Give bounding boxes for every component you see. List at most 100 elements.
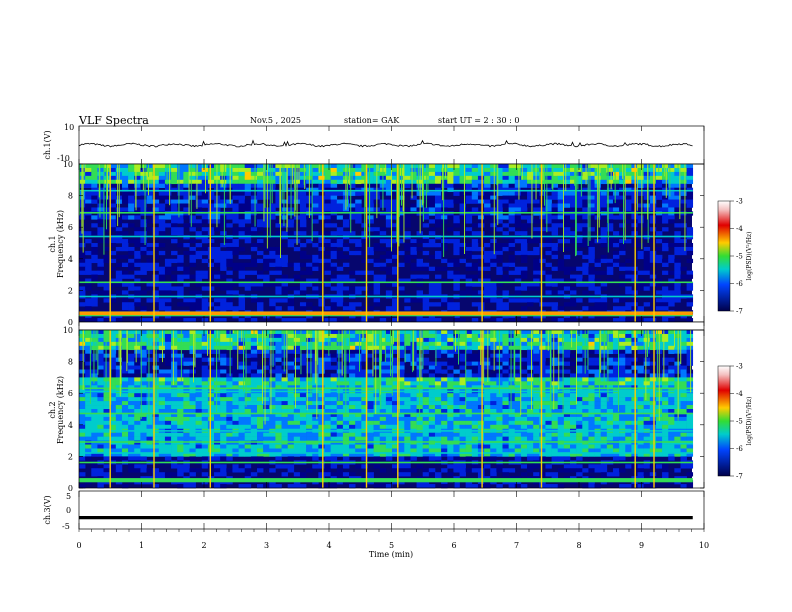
sferic-streak	[399, 164, 400, 217]
spectrogram-cell	[250, 345, 258, 351]
spectrogram-cell	[545, 397, 552, 402]
spectrogram-cell	[637, 215, 644, 220]
spectrogram-cell	[207, 227, 215, 232]
spectrogram-cell	[115, 416, 123, 422]
spectrogram-cell	[183, 397, 190, 402]
spectrogram-cell	[349, 191, 356, 196]
spectrogram-cell	[527, 365, 534, 370]
sferic-streak	[574, 164, 576, 186]
spectrogram-cell	[447, 302, 454, 307]
spectrogram-cell	[134, 250, 141, 256]
spectrogram-cell	[441, 191, 448, 196]
spectrogram-cell	[662, 270, 669, 275]
spectrogram-cell	[410, 401, 417, 406]
spectrogram-cell	[545, 353, 552, 358]
spectrogram-cell	[324, 377, 331, 382]
spectrogram-cell	[680, 203, 687, 208]
spectrogram-cell	[477, 164, 485, 169]
spectrogram-cell	[312, 231, 319, 236]
spectrogram-cell	[299, 318, 307, 323]
spectrogram-cell	[422, 302, 430, 307]
spectrogram-cell	[164, 341, 172, 347]
sferic-streak	[402, 164, 404, 212]
spectrogram-cell	[557, 191, 565, 196]
spectrogram-cell	[263, 278, 270, 283]
spectrogram-cell	[557, 164, 565, 169]
spectrogram-cell	[318, 298, 325, 303]
spectrogram-cell	[680, 187, 687, 192]
spectrogram-cell	[312, 175, 319, 181]
spectrogram-cell	[121, 302, 129, 307]
spectrogram-cell	[349, 345, 356, 351]
spectrogram-cell	[447, 239, 454, 244]
spectrogram-cell	[545, 246, 552, 252]
spectrogram-cell	[582, 290, 589, 295]
spectrogram-cell	[85, 282, 92, 287]
spectrogram-cell	[459, 290, 466, 295]
spectrogram-cell	[263, 179, 270, 185]
spectrogram-cell	[207, 337, 215, 343]
spectrogram-cell	[250, 243, 258, 248]
spectrogram-cell	[281, 341, 288, 347]
spectrogram-cell	[502, 278, 509, 283]
spectrogram-cell	[318, 266, 325, 271]
spectrogram-cell	[330, 302, 338, 307]
spectrogram-cell	[177, 373, 184, 378]
spectrogram-cell	[662, 412, 669, 418]
spectrogram-cell	[392, 207, 399, 212]
spectrogram-cell	[477, 373, 485, 378]
spectrogram-cell	[545, 365, 552, 370]
spectrogram-cell	[342, 302, 350, 307]
spectrogram-cell	[207, 412, 215, 418]
sferic-streak	[221, 164, 223, 187]
spectrogram-cell	[275, 337, 282, 343]
spectrogram-cell	[606, 183, 614, 188]
spectrogram-cell	[447, 171, 454, 177]
spectrogram-cell	[428, 409, 436, 414]
spectrogram-cell	[655, 179, 663, 185]
spectrogram-cell	[85, 361, 92, 366]
spectrogram-cell	[220, 357, 227, 362]
spectrogram-cell	[557, 377, 565, 382]
spectrogram-cell	[312, 381, 319, 386]
spectrogram-cell	[293, 385, 301, 390]
spectrogram-cell	[392, 341, 399, 347]
sferic-streak	[622, 164, 624, 179]
spectrogram-cell	[281, 337, 288, 343]
spectrogram-cell	[275, 167, 282, 173]
spectrogram-cell	[287, 306, 295, 311]
spectrogram-cell	[539, 254, 546, 260]
spectrogram-cell	[434, 345, 442, 351]
spectrogram-cell	[545, 349, 552, 354]
spectrogram-cell	[158, 373, 166, 378]
spectrogram-cell	[226, 254, 233, 260]
spectrogram-cell	[576, 401, 583, 406]
spectrogram-cell	[520, 223, 528, 228]
spectrogram-cell	[502, 223, 509, 228]
spectrogram-cell	[502, 330, 509, 335]
spectrogram-cell	[201, 175, 209, 181]
spectrogram-cell	[79, 266, 86, 271]
spectrogram-cell	[527, 361, 534, 366]
spectrogram-cell	[514, 369, 522, 374]
spectrogram-cell	[306, 337, 313, 343]
spectrogram-cell	[318, 318, 325, 323]
spectrogram-cell	[256, 385, 264, 390]
spectrogram-cell	[490, 357, 497, 362]
spectrogram-cell	[85, 345, 92, 351]
spectrogram-cell	[410, 171, 417, 177]
spectrogram-cell	[545, 203, 552, 208]
spectrogram-cell	[97, 341, 104, 347]
spectrogram-cell	[355, 381, 362, 386]
spectrogram-cell	[496, 270, 503, 275]
spectrogram-cell	[152, 199, 160, 204]
spectrogram-cell	[410, 195, 417, 200]
spectrogram-cell	[612, 187, 620, 192]
spectrogram-cell	[250, 298, 258, 303]
spectrogram-cell	[361, 258, 368, 264]
spectrogram-cell	[355, 361, 362, 366]
spectrogram-cell	[662, 164, 669, 169]
spectrogram-cell	[207, 302, 215, 307]
spectrogram-cell	[637, 175, 644, 181]
spectrogram-cell	[539, 409, 546, 414]
